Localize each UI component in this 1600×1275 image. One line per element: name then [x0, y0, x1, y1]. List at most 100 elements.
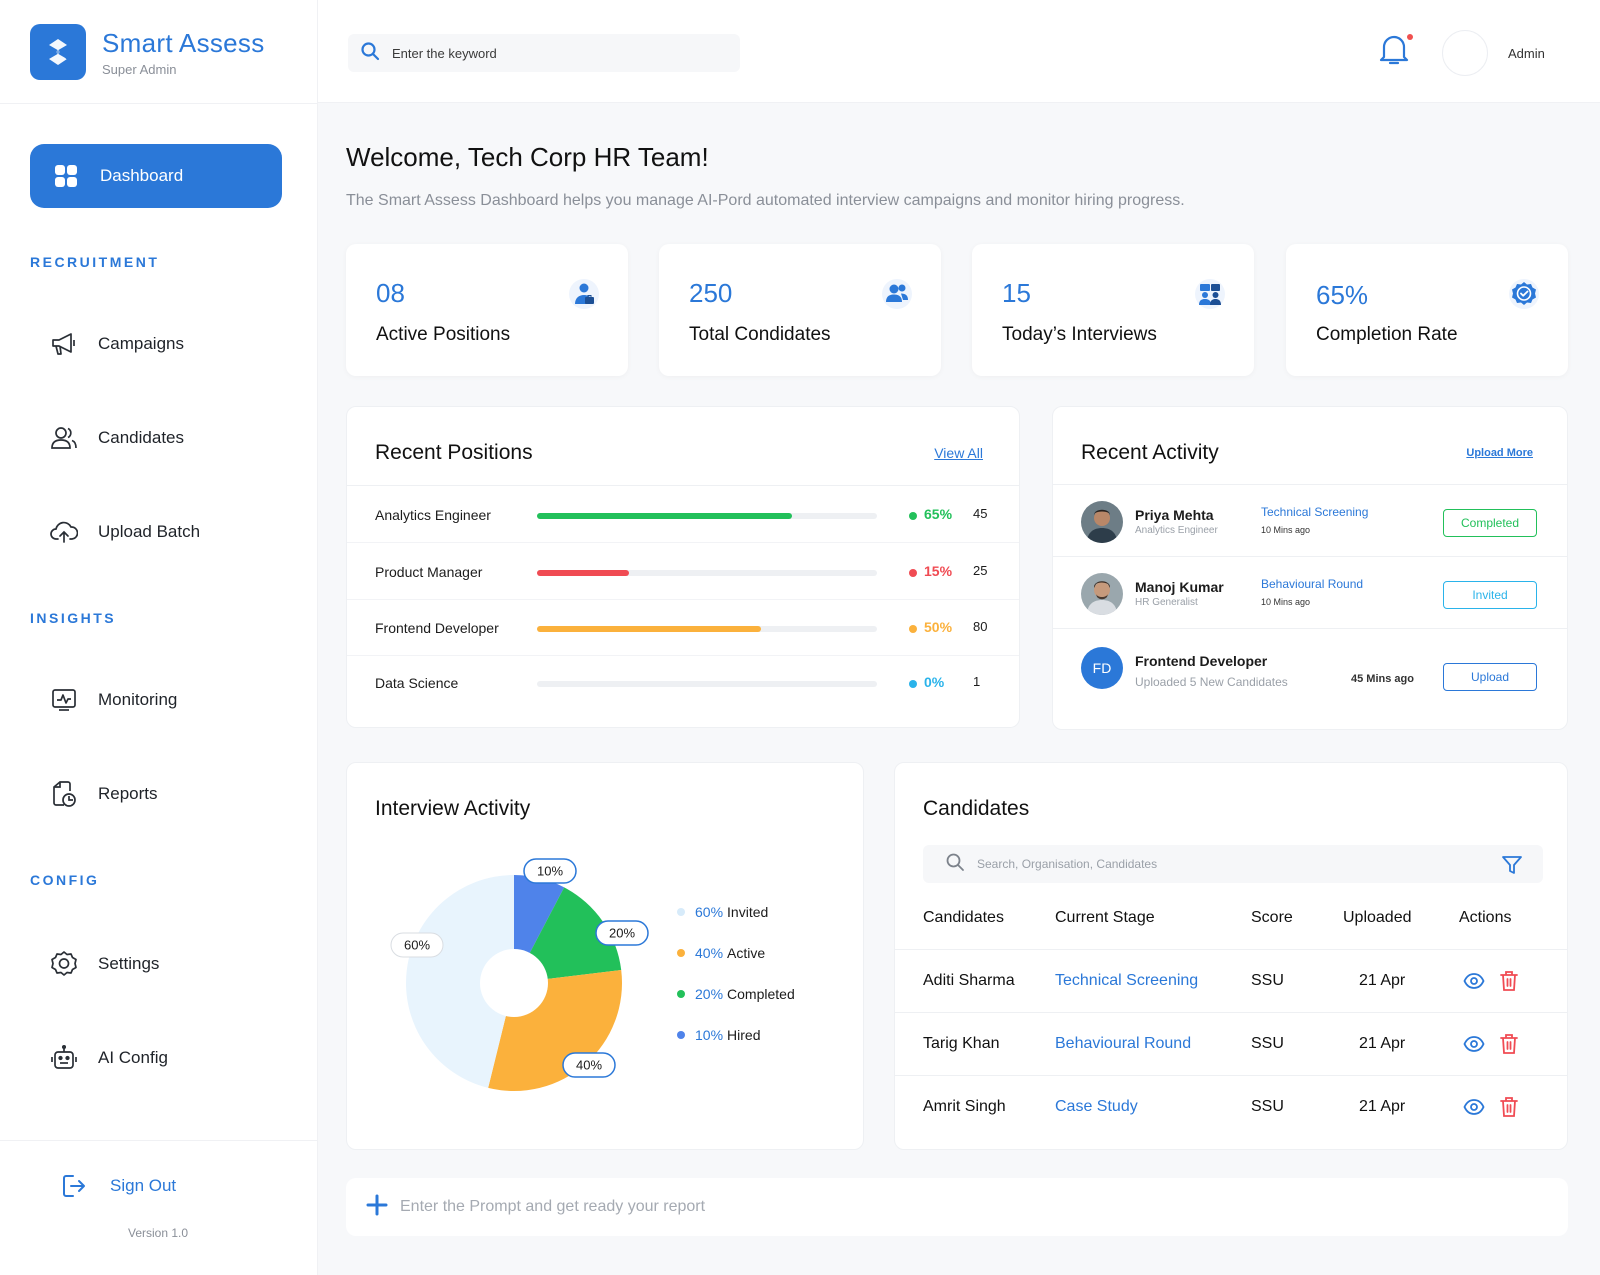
filter-icon[interactable] [1501, 854, 1523, 881]
legend-dot [677, 1030, 685, 1039]
legend-item: 60% Invited [677, 891, 795, 932]
sidebar-item-settings[interactable]: Settings [50, 950, 159, 978]
pie-callout: 10% [523, 858, 577, 884]
plus-icon[interactable] [366, 1194, 388, 1221]
recent-activity-card: Recent Activity Upload More Priya Mehta … [1052, 406, 1568, 730]
avatar [1081, 573, 1123, 615]
divider [0, 103, 318, 104]
column-header[interactable]: Candidates [923, 909, 1004, 926]
stat-card-todays-interviews[interactable]: 15 Today’s Interviews [972, 244, 1254, 376]
pie-slice-completed[interactable] [514, 887, 622, 983]
grid-icon [52, 162, 80, 190]
table-row[interactable]: Tarig Khan Behavioural Round SSU 21 Apr [895, 1012, 1567, 1075]
robot-icon [50, 1044, 78, 1072]
pie-callout-label: 10% [537, 864, 563, 879]
sidebar-item-candidates[interactable]: Candidates [50, 424, 184, 452]
invited-button[interactable]: Invited [1443, 581, 1537, 609]
column-header[interactable]: Uploaded [1343, 909, 1412, 926]
column-header[interactable]: Current Stage [1055, 909, 1155, 926]
position-row[interactable]: Data Science 0% 1 [347, 655, 1019, 711]
sidebar-item-monitoring[interactable]: Monitoring [50, 686, 177, 714]
brand-role: Super Admin [102, 61, 177, 77]
legend-value: 60% [695, 903, 724, 920]
candidate-uploaded: 21 Apr [1359, 1035, 1406, 1052]
eye-icon[interactable] [1463, 970, 1485, 997]
sidebar: Smart Assess Super Admin Dashboard RECRU… [0, 0, 318, 1275]
sign-out-label: Sign Out [110, 1176, 177, 1195]
position-percent: 65% [924, 506, 953, 522]
table-row[interactable]: Amrit Singh Case Study SSU 21 Apr [895, 1075, 1567, 1138]
search-input[interactable] [392, 45, 722, 61]
position-row[interactable]: Frontend Developer 50% 80 [347, 600, 1019, 656]
page-title: Welcome, Tech Corp HR Team! [346, 142, 709, 172]
activity-row[interactable]: FD Frontend Developer Uploaded 5 New Can… [1053, 631, 1567, 703]
upload-button[interactable]: Upload [1443, 663, 1537, 691]
manager-icon [568, 278, 600, 315]
activity-stage: Technical Screening [1261, 505, 1369, 519]
bell-icon [1378, 35, 1410, 70]
sidebar-item-dashboard[interactable]: Dashboard [30, 144, 282, 208]
legend-item: 40% Active [677, 932, 795, 973]
upload-more-link[interactable]: Upload More [1466, 447, 1533, 459]
stat-value: 65% [1316, 280, 1369, 310]
position-name: Analytics Engineer [375, 507, 491, 523]
status-dot [909, 625, 917, 633]
activity-time: 10 Mins ago [1261, 597, 1311, 607]
candidate-stage: Technical Screening [1055, 972, 1199, 989]
column-header[interactable]: Score [1251, 909, 1293, 926]
section-recruitment: RECRUITMENT [30, 254, 160, 270]
chart-legend: 60% Invited 40% Active 20% Completed 10% Hir… [677, 891, 795, 1055]
pie-slice-invited[interactable] [405, 875, 514, 1088]
topbar: Admin [318, 0, 1600, 103]
position-row[interactable]: Product Manager 15% 25 [347, 544, 1019, 600]
stat-label: Active Positions [376, 324, 511, 345]
position-count: 25 [973, 563, 988, 578]
candidate-search-input[interactable] [977, 857, 1477, 871]
cloud-upload-icon [50, 518, 78, 546]
user-name[interactable]: Admin [1508, 46, 1545, 61]
activity-row[interactable]: Manoj Kumar HR Generalist Behavioural Ro… [1053, 557, 1567, 629]
legend-value: 20% [695, 985, 724, 1002]
trash-icon[interactable] [1499, 1033, 1519, 1060]
legend-dot [677, 989, 685, 998]
candidate-score: SSU [1251, 972, 1284, 989]
position-row[interactable]: Analytics Engineer 65% 45 [347, 487, 1019, 543]
sidebar-item-reports[interactable]: Reports [50, 780, 158, 808]
legend-label: Completed [727, 985, 795, 1002]
progress-fill [537, 513, 792, 519]
trash-icon[interactable] [1499, 970, 1519, 997]
position-name: Frontend Developer [375, 620, 499, 636]
brand[interactable]: Smart Assess Super Admin [30, 24, 265, 80]
column-header[interactable]: Actions [1459, 909, 1512, 926]
sidebar-item-ai-config[interactable]: AI Config [50, 1044, 168, 1072]
stat-card-completion-rate[interactable]: 65% Completion Rate [1286, 244, 1568, 376]
legend-dot [677, 948, 685, 957]
candidate-search [923, 845, 1543, 883]
table-row[interactable]: Aditi Sharma Technical Screening SSU 21 … [895, 949, 1567, 1012]
prompt-input[interactable] [400, 1198, 1500, 1216]
eye-icon[interactable] [1463, 1096, 1485, 1123]
user-avatar[interactable] [1442, 30, 1488, 76]
completed-button[interactable]: Completed [1443, 509, 1537, 537]
status-dot [909, 569, 917, 577]
card-title: Recent Activity [1081, 441, 1219, 464]
trash-icon[interactable] [1499, 1096, 1519, 1123]
candidate-stage: Case Study [1055, 1098, 1138, 1115]
view-all-link[interactable]: View All [934, 445, 983, 461]
stat-card-total-candidates[interactable]: 250 Total Condidates [659, 244, 941, 376]
progress-fill [537, 570, 629, 576]
sidebar-item-upload-batch[interactable]: Upload Batch [50, 518, 200, 546]
sidebar-item-label: Reports [98, 784, 158, 803]
search-icon [945, 852, 965, 877]
sidebar-item-campaigns[interactable]: Campaigns [50, 330, 184, 358]
sidebar-item-label: Dashboard [100, 166, 184, 185]
eye-icon[interactable] [1463, 1033, 1485, 1060]
candidate-score: SSU [1251, 1098, 1284, 1115]
activity-row[interactable]: Priya Mehta Analytics Engineer Technical… [1053, 485, 1567, 557]
sidebar-item-label: AI Config [98, 1048, 168, 1067]
notification-button[interactable] [1378, 32, 1413, 71]
sign-out-button[interactable]: Sign Out [60, 1172, 176, 1200]
pie-callout-label: 20% [609, 926, 635, 941]
stat-card-active-positions[interactable]: 08 Active Positions [346, 244, 628, 376]
stat-value: 08 [376, 278, 405, 308]
